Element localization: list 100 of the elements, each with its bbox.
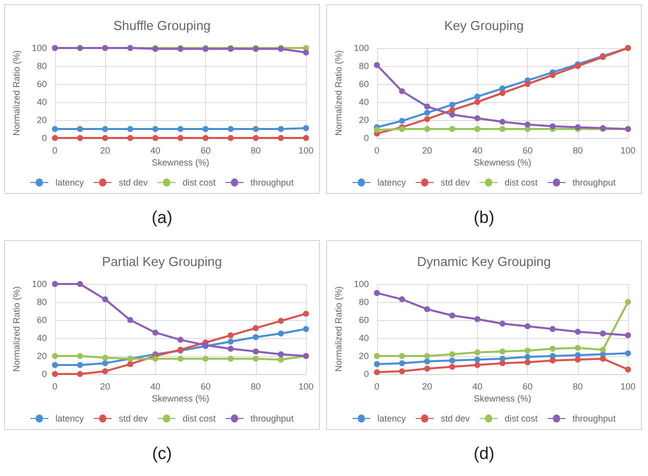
y-tick-label: 60 <box>36 79 47 89</box>
point <box>550 346 556 352</box>
y-tick-label: 20 <box>36 351 47 361</box>
text: (a) <box>152 208 172 227</box>
x-tick-label: 100 <box>298 146 314 156</box>
point <box>474 126 480 132</box>
point <box>499 320 506 327</box>
point <box>252 356 259 362</box>
point <box>252 325 259 332</box>
chart-title: Dynamic Key Grouping <box>417 254 551 269</box>
point <box>102 126 108 132</box>
point <box>278 330 284 336</box>
point <box>374 353 380 359</box>
y-tick-label: 60 <box>358 315 369 325</box>
point <box>399 296 406 302</box>
point <box>550 123 556 130</box>
point <box>202 135 209 141</box>
point <box>278 318 284 324</box>
point <box>499 360 506 366</box>
point <box>474 316 480 322</box>
y-tick-label: 100 <box>32 279 47 289</box>
text: (b) <box>474 208 494 227</box>
y-tick-label: 100 <box>32 43 47 53</box>
point <box>399 118 406 124</box>
point <box>303 310 309 317</box>
point <box>499 118 506 125</box>
legend-label: dist cost <box>182 178 216 188</box>
x-tick-label: 40 <box>150 146 160 156</box>
point <box>228 346 234 352</box>
y-tick-label: 0 <box>42 369 47 379</box>
point <box>574 328 581 335</box>
x-tick-label: 100 <box>298 382 314 392</box>
point <box>52 371 58 377</box>
point <box>449 112 456 118</box>
point <box>499 90 506 96</box>
point <box>252 126 259 132</box>
chart-title: Shuffle Grouping <box>113 18 211 33</box>
point <box>177 356 184 362</box>
point <box>52 135 58 141</box>
x-tick-label: 80 <box>250 382 261 392</box>
x-tick-label: 60 <box>200 382 211 392</box>
legend-label: std dev <box>118 414 148 424</box>
point <box>424 126 430 132</box>
point <box>374 369 380 376</box>
x-tick-label: 20 <box>422 382 432 392</box>
point <box>524 348 531 354</box>
point <box>102 354 108 361</box>
point <box>102 296 108 302</box>
x-axis-title: Skewness (%) <box>152 394 210 404</box>
y-tick-label: 20 <box>36 115 47 125</box>
point <box>228 135 234 141</box>
point <box>127 126 134 132</box>
point <box>52 362 58 368</box>
point <box>77 371 84 377</box>
legend-label: latency <box>377 178 406 188</box>
legend-label: dist cost <box>504 178 538 188</box>
point <box>550 326 556 332</box>
point <box>449 126 456 132</box>
point <box>474 94 480 100</box>
y-tick-label: 60 <box>36 315 47 325</box>
point <box>474 356 480 363</box>
point <box>177 135 184 141</box>
y-axis-title: Normalized Ratio (%) <box>12 50 22 136</box>
point <box>228 126 234 132</box>
x-tick-label: 60 <box>522 382 533 392</box>
x-tick-label: 20 <box>100 382 110 392</box>
x-tick-label: 80 <box>572 146 583 156</box>
point <box>102 135 108 141</box>
legend-label: latency <box>377 414 406 424</box>
point <box>625 366 631 372</box>
y-tick-label: 20 <box>358 115 369 125</box>
point <box>177 336 184 343</box>
point <box>625 332 631 338</box>
x-tick-label: 80 <box>572 382 583 392</box>
point <box>424 358 430 364</box>
y-tick-label: 0 <box>42 133 47 143</box>
point <box>474 99 480 105</box>
point <box>52 281 58 287</box>
y-tick-label: 80 <box>358 297 369 307</box>
legend-label: std dev <box>440 414 470 424</box>
point <box>574 344 581 351</box>
y-tick-label: 20 <box>358 351 369 361</box>
legend-label: dist cost <box>504 414 538 424</box>
point <box>474 115 480 122</box>
x-tick-label: 60 <box>200 146 211 156</box>
text: (c) <box>152 444 172 463</box>
point <box>424 110 430 116</box>
x-axis-title: Skewness (%) <box>474 394 532 404</box>
point <box>499 348 506 354</box>
point <box>303 135 309 141</box>
x-tick-label: 60 <box>522 146 533 156</box>
point <box>303 125 309 132</box>
legend-label: std dev <box>118 178 148 188</box>
point <box>374 126 380 133</box>
y-axis-title: Normalized Ratio (%) <box>12 286 22 372</box>
point <box>399 353 406 359</box>
y-tick-label: 0 <box>364 133 369 143</box>
point <box>574 356 581 363</box>
point <box>424 353 430 359</box>
point <box>127 361 134 368</box>
